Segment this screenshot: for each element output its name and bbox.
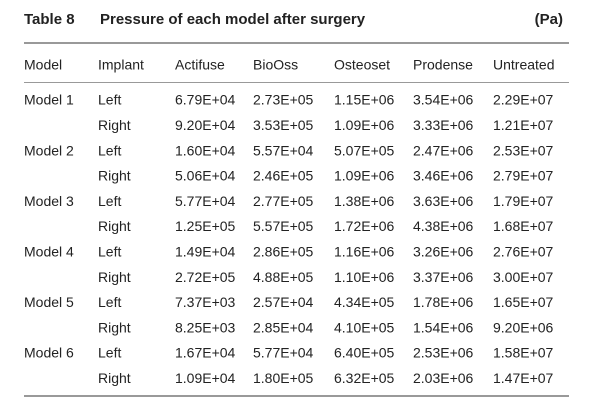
- value-cell: 4.88E+05: [253, 269, 314, 285]
- value-cell: 1.09E+06: [334, 117, 395, 133]
- implant-cell: Right: [98, 218, 131, 234]
- implant-cell: Right: [98, 269, 131, 285]
- value-cell: 1.58E+07: [493, 345, 554, 361]
- value-cell: 2.85E+04: [253, 319, 314, 335]
- value-cell: 4.10E+05: [334, 319, 395, 335]
- value-cell: 2.53E+06: [413, 345, 474, 361]
- value-cell: 2.79E+07: [493, 168, 554, 184]
- value-cell: 9.20E+06: [493, 319, 554, 335]
- implant-cell: Right: [98, 370, 131, 386]
- value-cell: 3.00E+07: [493, 269, 554, 285]
- value-cell: 3.54E+06: [413, 92, 474, 108]
- value-cell: 5.06E+04: [175, 168, 236, 184]
- implant-cell: Right: [98, 117, 131, 133]
- value-cell: 3.37E+06: [413, 269, 474, 285]
- value-cell: 1.67E+04: [175, 345, 236, 361]
- column-header: Implant: [98, 57, 144, 73]
- value-cell: 1.10E+06: [334, 269, 395, 285]
- value-cell: 3.26E+06: [413, 244, 474, 260]
- value-cell: 2.57E+04: [253, 294, 314, 310]
- value-cell: 2.47E+06: [413, 142, 474, 158]
- value-cell: 2.86E+05: [253, 244, 314, 260]
- implant-cell: Left: [98, 294, 121, 310]
- value-cell: 2.73E+05: [253, 92, 314, 108]
- implant-cell: Left: [98, 244, 121, 260]
- value-cell: 5.77E+04: [253, 345, 314, 361]
- implant-cell: Left: [98, 142, 121, 158]
- value-cell: 1.79E+07: [493, 193, 554, 209]
- value-cell: 1.78E+06: [413, 294, 474, 310]
- value-cell: 1.16E+06: [334, 244, 395, 260]
- model-label: Model 1: [24, 92, 74, 108]
- value-cell: 3.63E+06: [413, 193, 474, 209]
- value-cell: 2.72E+05: [175, 269, 236, 285]
- value-cell: 5.77E+04: [175, 193, 236, 209]
- column-header: Prodense: [413, 57, 473, 73]
- value-cell: 1.68E+07: [493, 218, 554, 234]
- implant-cell: Right: [98, 168, 131, 184]
- value-cell: 1.65E+07: [493, 294, 554, 310]
- implant-cell: Left: [98, 193, 121, 209]
- value-cell: 6.40E+05: [334, 345, 395, 361]
- value-cell: 1.60E+04: [175, 142, 236, 158]
- value-cell: 4.34E+05: [334, 294, 395, 310]
- value-cell: 2.53E+07: [493, 142, 554, 158]
- implant-cell: Left: [98, 92, 121, 108]
- value-cell: 1.09E+04: [175, 370, 236, 386]
- implant-cell: Left: [98, 345, 121, 361]
- value-cell: 1.47E+07: [493, 370, 554, 386]
- bottom-rule: [24, 395, 569, 397]
- value-cell: 2.03E+06: [413, 370, 474, 386]
- table-title: Pressure of each model after surgery: [100, 11, 366, 28]
- value-cell: 1.21E+07: [493, 117, 554, 133]
- value-cell: 8.25E+03: [175, 319, 236, 335]
- column-header: Model: [24, 57, 62, 73]
- value-cell: 9.20E+04: [175, 117, 236, 133]
- column-header: Untreated: [493, 57, 554, 73]
- implant-cell: Right: [98, 319, 131, 335]
- top-rule: [24, 42, 569, 44]
- table-label: Table 8: [24, 11, 75, 28]
- value-cell: 5.57E+05: [253, 218, 314, 234]
- column-header: Actifuse: [175, 57, 225, 73]
- value-cell: 7.37E+03: [175, 294, 236, 310]
- value-cell: 6.79E+04: [175, 92, 236, 108]
- column-header: Osteoset: [334, 57, 390, 73]
- value-cell: 1.72E+06: [334, 218, 395, 234]
- value-cell: 1.15E+06: [334, 92, 395, 108]
- model-label: Model 5: [24, 294, 74, 310]
- value-cell: 1.54E+06: [413, 319, 474, 335]
- value-cell: 2.77E+05: [253, 193, 314, 209]
- column-header: BioOss: [253, 57, 298, 73]
- value-cell: 1.49E+04: [175, 244, 236, 260]
- value-cell: 3.53E+05: [253, 117, 314, 133]
- value-cell: 1.09E+06: [334, 168, 395, 184]
- value-cell: 3.33E+06: [413, 117, 474, 133]
- value-cell: 5.07E+05: [334, 142, 395, 158]
- header-rule: [24, 82, 569, 83]
- value-cell: 1.38E+06: [334, 193, 395, 209]
- value-cell: 1.80E+05: [253, 370, 314, 386]
- value-cell: 2.29E+07: [493, 92, 554, 108]
- value-cell: 1.25E+05: [175, 218, 236, 234]
- model-label: Model 2: [24, 142, 74, 158]
- value-cell: 2.76E+07: [493, 244, 554, 260]
- value-cell: 6.32E+05: [334, 370, 395, 386]
- value-cell: 5.57E+04: [253, 142, 314, 158]
- value-cell: 3.46E+06: [413, 168, 474, 184]
- value-cell: 2.46E+05: [253, 168, 314, 184]
- model-label: Model 3: [24, 193, 74, 209]
- model-label: Model 6: [24, 345, 74, 361]
- table-unit: (Pa): [535, 11, 563, 28]
- model-label: Model 4: [24, 244, 74, 260]
- value-cell: 4.38E+06: [413, 218, 474, 234]
